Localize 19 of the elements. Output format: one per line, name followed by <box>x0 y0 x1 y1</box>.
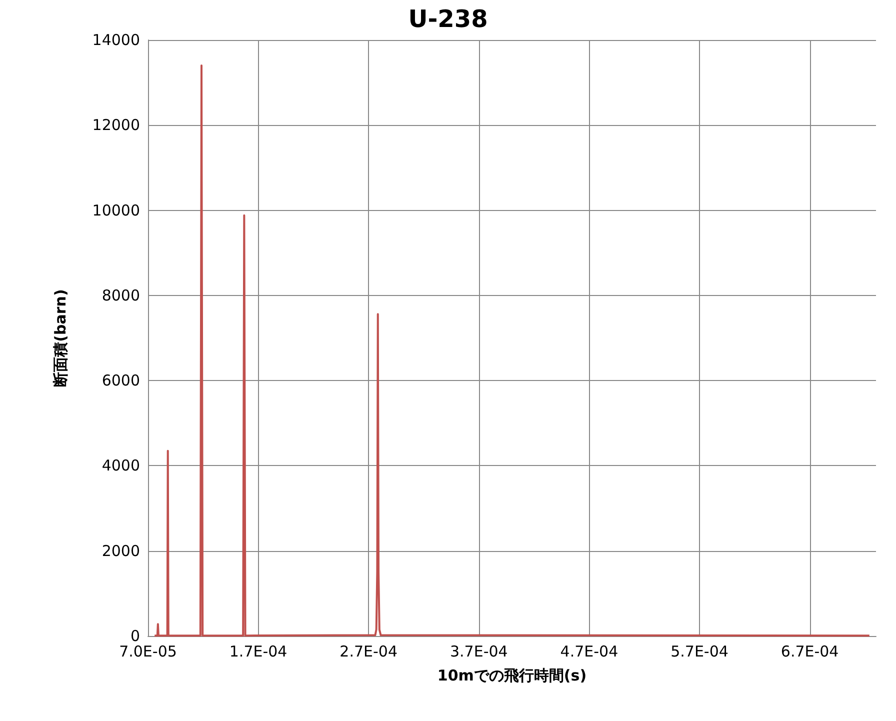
y-tick-label: 10000 <box>92 201 140 220</box>
y-tick-label: 0 <box>130 627 140 645</box>
y-tick-label: 12000 <box>92 116 140 134</box>
x-tick-label: 4.7E-04 <box>560 642 618 660</box>
x-tick-label: 3.7E-04 <box>450 642 508 660</box>
x-tick-label: 6.7E-04 <box>780 642 839 660</box>
y-tick-label: 14000 <box>92 31 140 49</box>
x-axis-title: 10mでの飛行時間(s) <box>437 666 587 684</box>
y-axis-title: 断面積(barn) <box>52 289 70 387</box>
x-tick-label: 2.7E-04 <box>340 642 398 660</box>
x-tick-label: 7.0E-05 <box>119 642 177 660</box>
x-tick-label: 1.7E-04 <box>229 642 288 660</box>
y-tick-label: 2000 <box>102 542 140 560</box>
y-tick-label: 6000 <box>102 372 140 390</box>
chart-title: U-238 <box>408 5 488 33</box>
line-series <box>154 64 870 637</box>
y-tick-label: 4000 <box>102 456 140 475</box>
y-tick-label: 8000 <box>102 286 140 304</box>
x-tick-label: 5.7E-04 <box>670 642 728 660</box>
